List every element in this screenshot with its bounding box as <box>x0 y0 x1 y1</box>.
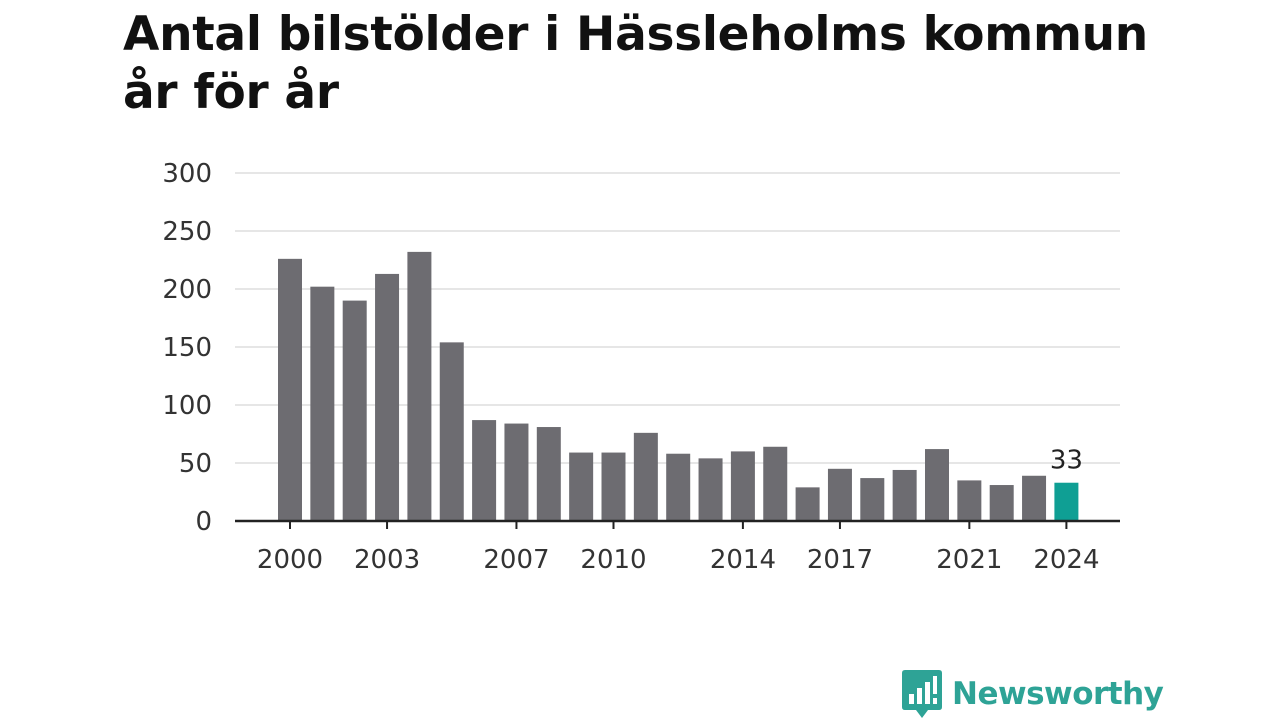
bar <box>504 423 529 521</box>
bar <box>892 469 917 521</box>
bar-value-label: 33 <box>1050 446 1083 476</box>
bar <box>763 446 788 521</box>
bar <box>536 427 561 521</box>
bar <box>569 452 594 521</box>
bar <box>989 485 1014 521</box>
bar <box>698 458 723 521</box>
y-gridlines <box>235 172 1120 464</box>
y-axis-tick-labels: 0 50 100 150 200 250 300 <box>162 159 212 537</box>
bar <box>407 251 432 521</box>
y-tick-label: 200 <box>162 275 212 305</box>
bar <box>633 432 658 521</box>
bar <box>1022 475 1047 521</box>
y-tick-label: 100 <box>162 391 212 421</box>
x-tick-label: 2024 <box>1033 545 1099 575</box>
bar <box>278 258 302 521</box>
bar-series <box>278 251 1079 521</box>
brand-name: Newsworthy <box>952 676 1164 712</box>
bar <box>925 449 949 521</box>
y-tick-label: 250 <box>162 217 212 247</box>
x-tick-label: 2003 <box>354 545 420 575</box>
bar <box>601 452 626 521</box>
x-axis: 2000 2003 2007 2010 2014 2017 2021 2024 <box>235 519 1120 575</box>
bar <box>472 420 497 521</box>
bar <box>730 451 755 521</box>
bar <box>795 487 820 521</box>
bar <box>342 300 367 521</box>
x-tick-label: 2014 <box>710 545 776 575</box>
x-tick-label: 2021 <box>936 545 1002 575</box>
bar <box>957 480 982 521</box>
x-tick-label: 2017 <box>807 545 873 575</box>
chart-title: Antal bilstölder i Hässleholms kommun år… <box>123 7 1148 120</box>
bar <box>439 342 464 521</box>
bar-highlighted <box>1054 482 1079 521</box>
x-tick-label: 2007 <box>483 545 549 575</box>
bar <box>827 468 852 521</box>
bar-chart-speech-bubble-icon <box>902 670 942 718</box>
bar <box>375 273 400 521</box>
data-labels: 33 <box>1050 446 1083 476</box>
bar <box>310 286 335 521</box>
y-tick-label: 0 <box>195 507 212 537</box>
x-tick-label: 2000 <box>257 545 323 575</box>
newsworthy-brand: Newsworthy <box>902 670 1164 718</box>
x-tick-label: 2010 <box>580 545 646 575</box>
y-tick-label: 50 <box>179 449 212 479</box>
bar <box>666 453 691 521</box>
y-tick-label: 150 <box>162 333 212 363</box>
y-tick-label: 300 <box>162 159 212 189</box>
bar <box>860 478 885 521</box>
